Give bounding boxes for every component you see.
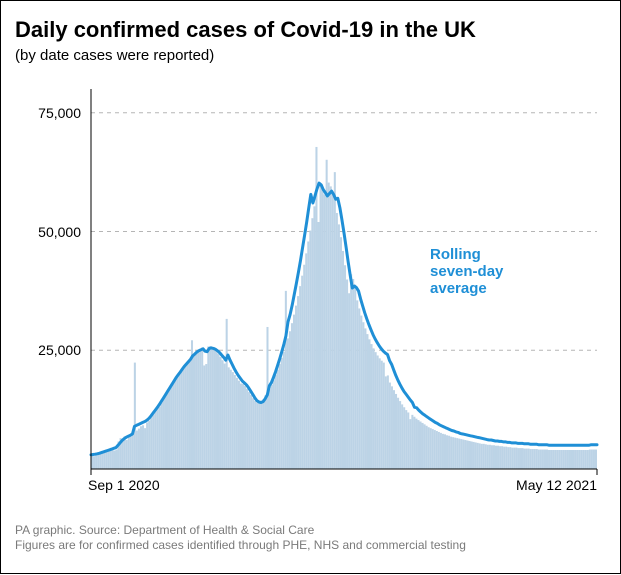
source-line-2: Figures are for confirmed cases identifi…	[15, 538, 466, 553]
chart-container: Daily confirmed cases of Covid-19 in the…	[0, 0, 621, 574]
xtick-start: Sep 1 2020	[88, 477, 160, 493]
xtick-end: May 12 2021	[516, 477, 597, 493]
source-line-1: PA graphic. Source: Department of Health…	[15, 523, 466, 538]
source-text: PA graphic. Source: Department of Health…	[15, 523, 466, 553]
line-annotation: Rollingseven-dayaverage	[430, 246, 503, 298]
ytick-1: 50,000	[21, 224, 81, 240]
ytick-2: 75,000	[21, 105, 81, 121]
ytick-0: 25,000	[21, 342, 81, 358]
